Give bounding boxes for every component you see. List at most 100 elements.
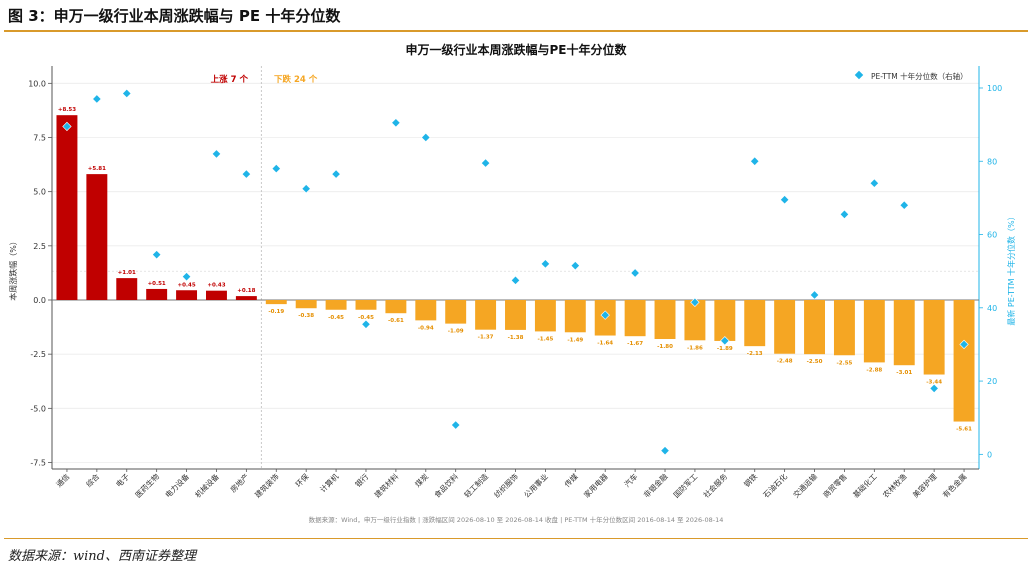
bar-8 (295, 300, 317, 309)
pe-point-3 (151, 250, 162, 260)
axes: 10.0 7.5 5.0 2.5 0.0 -2.5 -5.0 -7.5 100 80 60 40 20 0 (28, 66, 1002, 472)
bar-16 (534, 300, 556, 332)
bar-value-label-22: -1.89 (717, 346, 733, 352)
pe-point-17 (570, 261, 580, 271)
bar-28 (893, 300, 915, 366)
bar-3 (146, 288, 168, 300)
pe-point-23 (750, 156, 760, 166)
top-rule (4, 30, 1028, 32)
legend-marker (854, 70, 864, 80)
x-tick-label-29: 美容护理 (910, 471, 939, 500)
y2-tick-label-0: 100 (987, 84, 1002, 93)
x-tick-label-17: 传媒 (562, 471, 580, 489)
bar-value-label-0: +8.53 (58, 107, 76, 113)
bar-value-labels: +8.53 +5.81 +1.01 +0.51 +0.45 +0.43 +0.18 -0.19… (58, 107, 972, 432)
x-tick-label-24: 石油石化 (761, 471, 790, 500)
bar-value-label-28: -3.01 (896, 370, 912, 376)
bar-value-label-24: -2.48 (777, 359, 793, 365)
figure-title: 图 3：申万一级行业本周涨跌幅与 PE 十年分位数 (8, 7, 341, 25)
pe-point-6 (241, 169, 252, 179)
pe-point-21 (690, 297, 700, 307)
chart-footnote: 数据来源：Wind，申万一级行业指数 | 涨跌幅区间 2026-08-10 至 … (309, 515, 724, 524)
x-tick-label-30: 有色金属 (940, 471, 968, 499)
bar-21 (684, 300, 706, 341)
bar-10 (355, 300, 377, 310)
bar-0 (56, 115, 78, 300)
bar-value-label-14: -1.37 (478, 335, 494, 341)
bar-value-label-4: +0.45 (177, 282, 195, 288)
pe-point-0 (62, 121, 72, 132)
y2-axis-label: 最新 PE-TTM 十年分位数（%） (1006, 212, 1016, 325)
pe-point-13 (451, 420, 461, 430)
bar-17 (564, 300, 586, 333)
y-tick-label-4: 0.0 (33, 296, 46, 305)
bar-7 (265, 300, 287, 305)
y2-tick-label-3: 40 (987, 304, 997, 313)
bar-value-label-21: -1.86 (687, 345, 703, 351)
bar-2 (116, 278, 138, 300)
bar-29 (923, 300, 945, 375)
pe-point-16 (540, 259, 551, 269)
x-tick-label-12: 煤炭 (413, 471, 431, 489)
bar-value-label-17: -1.49 (567, 337, 583, 343)
pe-point-19 (630, 268, 640, 278)
pe-point-9 (331, 169, 341, 179)
bar-value-label-30: -5.61 (956, 427, 972, 433)
x-tick-label-22: 社会服务 (701, 471, 730, 500)
pe-point-27 (869, 178, 880, 188)
x-tick-label-10: 银行 (353, 471, 371, 489)
bar-13 (445, 300, 467, 324)
pe-point-25 (809, 290, 820, 300)
x-tick-label-11: 建筑材料 (372, 471, 401, 500)
bar-23 (744, 300, 766, 347)
bar-26 (833, 300, 855, 356)
bar-value-label-5: +0.43 (207, 283, 225, 289)
bar-22 (714, 300, 736, 341)
figure-source: 数据来源：wind、西南证券整理 (8, 549, 196, 564)
x-tick-label-18: 家用电器 (581, 471, 610, 500)
y2-tick-label-5: 0 (987, 450, 992, 459)
chart-title: 申万一级行业本周涨跌幅与PE十年分位数 (406, 42, 628, 57)
pe-point-22 (720, 336, 730, 346)
y2-tick-label-2: 60 (987, 231, 997, 240)
bar-value-label-25: -2.50 (807, 359, 823, 365)
down-count-note: 下跌 24 个 (274, 74, 318, 85)
pe-point-15 (510, 275, 521, 285)
bar-value-label-15: -1.38 (508, 335, 524, 341)
x-tick-label-14: 轻工制造 (462, 471, 491, 500)
pe-point-20 (660, 446, 670, 456)
x-tick-label-28: 农林牧渔 (880, 471, 909, 500)
pe-point-7 (271, 163, 281, 174)
bar-value-label-11: -0.61 (388, 318, 404, 324)
x-tick-label-4: 电力设备 (163, 471, 192, 500)
pe-point-1 (92, 94, 102, 104)
bar-value-label-27: -2.88 (866, 367, 882, 373)
bar-value-label-1: +5.81 (88, 166, 106, 172)
y-tick-label-3: 2.5 (33, 242, 46, 251)
pe-point-30 (959, 339, 969, 350)
x-tick-label-13: 食品饮料 (432, 471, 461, 500)
bar-value-label-12: -0.94 (418, 325, 434, 331)
bar-value-label-10: -0.45 (358, 315, 374, 321)
pe-point-5 (211, 149, 222, 159)
bar-value-label-7: -0.19 (268, 309, 284, 315)
bar-1 (86, 174, 108, 300)
bar-value-label-16: -1.45 (537, 336, 553, 342)
bars (56, 115, 975, 422)
pe-points (62, 88, 969, 456)
bar-value-label-6: +0.18 (237, 288, 255, 294)
bar-20 (654, 300, 676, 339)
x-tick-label-16: 公用事业 (522, 471, 551, 500)
bar-14 (475, 300, 497, 330)
bar-11 (385, 300, 407, 314)
x-tick-label-21: 国防军工 (671, 471, 700, 500)
x-tick-label-25: 交通运输 (791, 471, 820, 500)
bar-27 (863, 300, 885, 363)
y-tick-label-2: 5.0 (33, 188, 46, 197)
pe-point-26 (839, 209, 850, 220)
bar-24 (774, 300, 796, 354)
x-tick-label-27: 基础化工 (850, 471, 879, 500)
legend-label: PE-TTM 十年分位数（右轴） (871, 71, 968, 81)
grid (52, 66, 979, 469)
x-tick-label-3: 医药生物 (133, 471, 162, 500)
